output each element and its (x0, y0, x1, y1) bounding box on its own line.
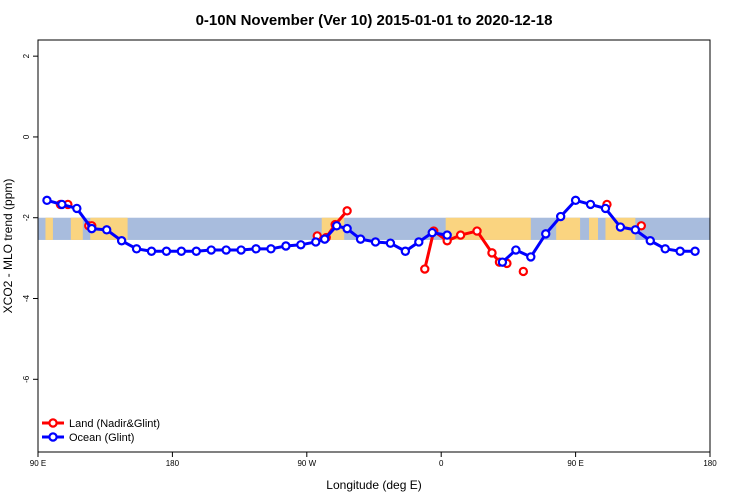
y-axis: 2 0 -2 -4 -6 (22, 53, 38, 383)
x-axis: 90 E 180 90 W 0 90 E 180 (30, 452, 717, 468)
data-point-ocean (370, 237, 381, 247)
data-point-ocean (161, 246, 172, 256)
series-ocean (42, 195, 700, 267)
x-tick-label: 90 E (30, 459, 46, 468)
data-point-ocean (414, 237, 424, 247)
legend-marker (48, 432, 58, 442)
data-point-land (472, 226, 482, 236)
data-point-ocean (101, 225, 112, 235)
data-point-ocean (555, 211, 566, 222)
data-point-ocean (72, 203, 82, 214)
data-point-ocean (355, 234, 366, 244)
data-point-ocean (296, 240, 306, 250)
legend-item-ocean: Ocean (Glint) (42, 432, 134, 444)
data-point-ocean (427, 227, 437, 238)
x-tick-label: 90 W (297, 459, 316, 468)
data-point-ocean (87, 223, 97, 234)
data-point-ocean (236, 245, 246, 255)
data-point-ocean (660, 244, 670, 254)
x-axis-label: Longitude (deg E) (326, 478, 421, 492)
data-point-ocean (320, 234, 330, 244)
data-point-ocean (675, 246, 685, 256)
x-tick-label: 180 (703, 459, 717, 468)
data-point-ocean (526, 252, 536, 262)
band-land (556, 217, 581, 240)
data-point-ocean (497, 257, 508, 267)
band-land (589, 217, 598, 240)
legend-label: Ocean (Glint) (69, 432, 134, 444)
y-tick-label: 0 (22, 134, 31, 139)
latitude-band (38, 217, 710, 240)
legend-item-land: Land (Nadir&Glint) (42, 418, 160, 430)
y-tick-label: -6 (22, 375, 31, 383)
series-layer (42, 195, 700, 277)
data-point-ocean (585, 199, 596, 210)
data-point-ocean (615, 222, 626, 232)
data-point-ocean (511, 245, 521, 255)
data-point-ocean (266, 244, 276, 254)
data-point-ocean (400, 246, 411, 256)
chart-title: 0-10N November (Ver 10) 2015-01-01 to 20… (196, 12, 553, 29)
data-point-ocean (442, 230, 452, 240)
x-tick-label: 0 (439, 459, 444, 468)
data-point-ocean (331, 221, 342, 231)
legend-marker (48, 418, 58, 428)
data-point-ocean (116, 236, 127, 246)
data-point-land (518, 266, 529, 277)
band-land (45, 217, 53, 240)
data-point-ocean (600, 203, 611, 214)
data-point-ocean (541, 229, 551, 239)
band-land (70, 217, 83, 240)
data-point-ocean (57, 199, 67, 210)
y-tick-label: 2 (22, 53, 31, 58)
data-point-ocean (570, 195, 581, 206)
y-tick-label: -4 (22, 294, 31, 302)
data-point-land (455, 230, 466, 240)
data-point-land (342, 206, 352, 216)
data-point-ocean (206, 245, 216, 255)
data-point-ocean (42, 195, 52, 206)
data-point-ocean (281, 241, 291, 251)
x-tick-label: 180 (166, 459, 180, 468)
x-tick-label: 90 E (567, 459, 583, 468)
data-point-ocean (690, 246, 700, 256)
legend-label: Land (Nadir&Glint) (69, 418, 160, 430)
data-point-ocean (311, 237, 321, 247)
data-point-ocean (191, 246, 201, 256)
data-point-land (420, 264, 430, 274)
data-point-ocean (131, 244, 142, 254)
data-point-land (487, 248, 497, 258)
data-point-ocean (176, 246, 187, 256)
legend: Land (Nadir&Glint) Ocean (Glint) (42, 418, 160, 444)
y-tick-label: -2 (22, 214, 31, 222)
y-axis-label: XCO2 - MLO trend (ppm) (1, 179, 15, 314)
data-point-ocean (251, 244, 261, 254)
data-point-ocean (221, 245, 231, 255)
data-point-ocean (645, 236, 655, 246)
data-point-ocean (146, 246, 157, 256)
plot-frame (37, 39, 711, 453)
data-point-ocean (342, 223, 352, 234)
data-point-ocean (385, 238, 396, 248)
data-point-ocean (630, 225, 641, 235)
